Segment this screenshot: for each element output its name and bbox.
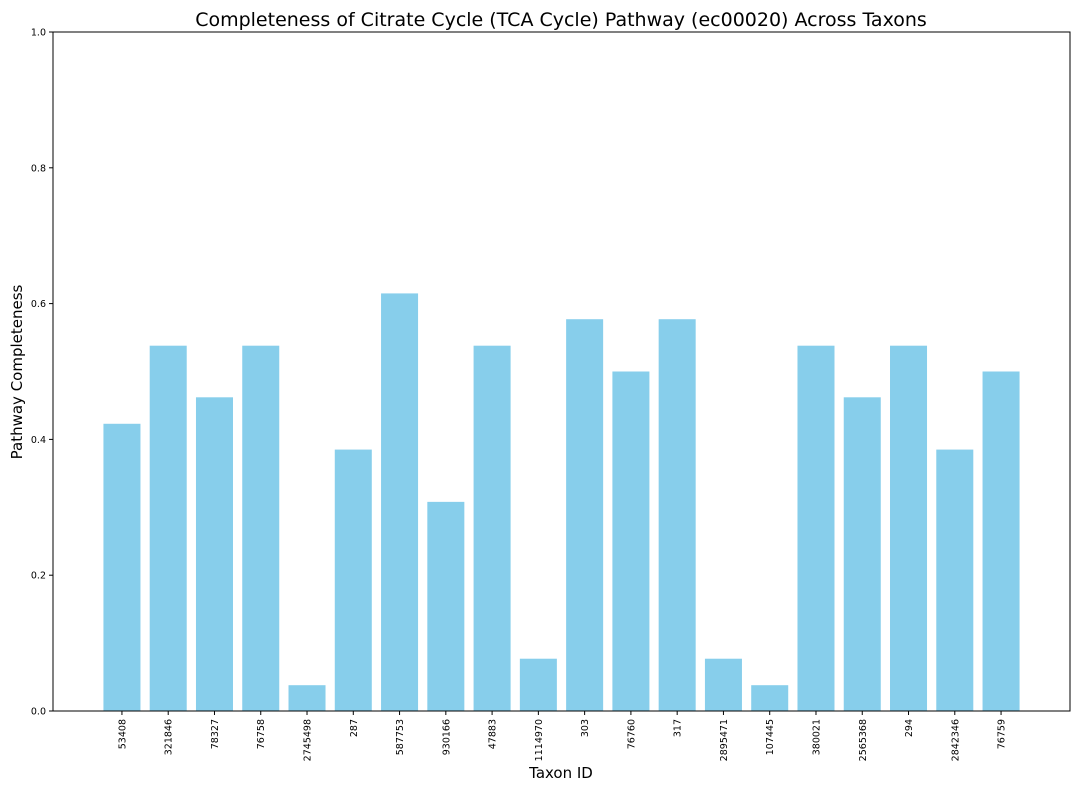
bar-78327 xyxy=(195,397,233,711)
y-tick-label: 0.2 xyxy=(31,571,46,582)
bar-321846 xyxy=(149,345,187,711)
y-tick-label: 0.4 xyxy=(31,435,46,446)
bar-47883 xyxy=(473,345,511,711)
x-tick-label: 2745498 xyxy=(303,719,314,761)
bar-76760 xyxy=(612,371,650,711)
x-tick-label: 287 xyxy=(349,719,360,737)
x-tick-label: 317 xyxy=(673,719,684,737)
x-tick-label: 930166 xyxy=(441,719,452,755)
x-tick-label: 380021 xyxy=(811,719,822,755)
bar-2565368 xyxy=(843,397,881,711)
bar-2895471 xyxy=(704,658,742,711)
x-tick-label: 1114970 xyxy=(534,719,545,761)
bar-930166 xyxy=(427,501,465,711)
bar-294 xyxy=(890,345,928,711)
x-tick-label: 107445 xyxy=(765,719,776,755)
x-tick-label: 47883 xyxy=(488,719,499,749)
bar-317 xyxy=(658,319,696,711)
bars-group xyxy=(103,293,1020,711)
y-axis-ticks: 0.0 0.2 0.4 0.6 0.8 1.0 xyxy=(31,28,53,718)
y-axis-label: Pathway Completeness xyxy=(8,284,26,459)
bar-2745498 xyxy=(288,685,326,711)
y-tick-label: 0.8 xyxy=(31,163,46,174)
bar-2842346 xyxy=(936,449,974,711)
bar-380021 xyxy=(797,345,835,711)
chart-title: Completeness of Citrate Cycle (TCA Cycle… xyxy=(195,9,927,31)
bar-303 xyxy=(566,319,604,711)
x-tick-label: 303 xyxy=(580,719,591,737)
bar-107445 xyxy=(751,685,789,711)
x-tick-label: 321846 xyxy=(164,719,175,755)
bar-76759 xyxy=(982,371,1020,711)
bar-287 xyxy=(334,449,372,711)
x-tick-label: 587753 xyxy=(395,719,406,755)
plot-frame xyxy=(52,31,1071,712)
y-tick-label: 0.0 xyxy=(31,707,46,718)
x-tick-label: 76760 xyxy=(626,719,637,749)
x-tick-label: 76759 xyxy=(997,719,1008,749)
bar-53408 xyxy=(103,423,141,711)
bar-1114970 xyxy=(519,658,557,711)
y-tick-label: 1.0 xyxy=(31,28,46,39)
x-tick-label: 294 xyxy=(904,719,915,737)
x-axis-label: Taxon ID xyxy=(528,764,593,782)
x-axis-ticks: 53408 321846 78327 76758 2745498 287 587753 930… xyxy=(117,711,1008,761)
y-tick-label: 0.6 xyxy=(31,299,46,310)
x-tick-label: 2565368 xyxy=(858,719,869,761)
x-tick-label: 53408 xyxy=(117,719,128,749)
x-tick-label: 78327 xyxy=(210,719,221,749)
bar-587753 xyxy=(381,293,419,711)
bar-76758 xyxy=(242,345,280,711)
x-tick-label: 2842346 xyxy=(950,719,961,761)
x-tick-label: 76758 xyxy=(256,719,267,749)
x-tick-label: 2895471 xyxy=(719,719,730,761)
